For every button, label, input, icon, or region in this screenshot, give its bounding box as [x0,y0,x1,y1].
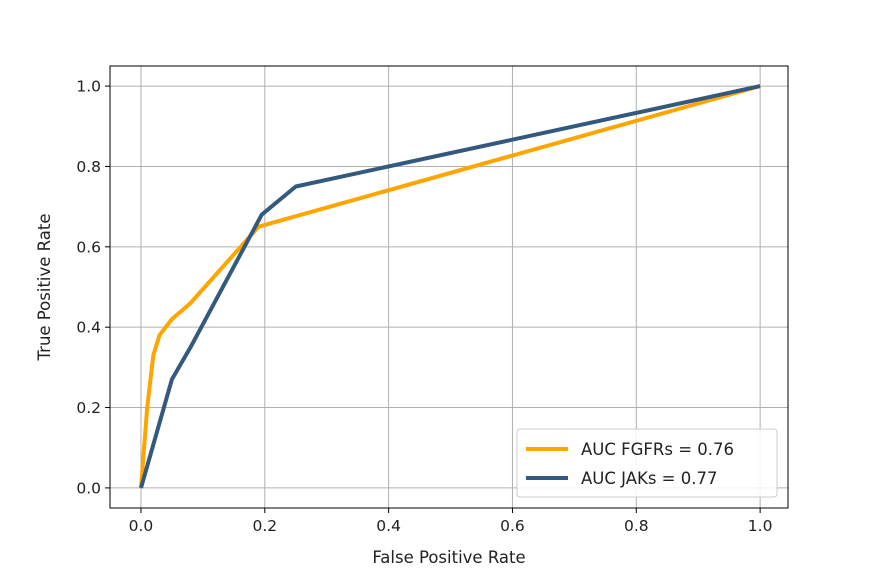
x-tick-label: 0.2 [252,517,277,535]
y-tick-label: 0.8 [76,158,101,176]
ticks: 0.0 0.2 0.4 0.6 0.8 1.0 0.0 0.2 0.4 0.6 0.8 1.0 [76,78,772,535]
y-tick-label: 0.2 [76,399,101,417]
legend-box [516,428,778,498]
y-tick-label: 0.0 [76,479,101,497]
y-tick-label: 1.0 [76,78,101,96]
grid [110,66,788,508]
legend-label-fgfrs: AUC FGFRs = 0.76 [581,440,734,459]
y-axis-label: True Positive Rate [35,214,54,362]
y-tick-label: 0.6 [76,238,101,256]
x-tick-label: 0.4 [376,517,401,535]
series-lines [139,84,761,489]
fgfrs-roc-line [139,84,761,489]
legend-label-jaks: AUC JAKs = 0.77 [581,469,717,488]
y-tick-label: 0.4 [76,319,101,337]
jaks-roc-line [139,84,761,489]
legend: AUC FGFRs = 0.76 AUC JAKs = 0.77 [516,428,778,498]
plot-frame [109,65,789,509]
x-axis-label: False Positive Rate [372,548,525,567]
x-tick-label: 0.8 [624,517,649,535]
x-tick-label: 0.0 [129,517,154,535]
x-tick-label: 1.0 [748,517,773,535]
x-tick-label: 0.6 [500,517,525,535]
